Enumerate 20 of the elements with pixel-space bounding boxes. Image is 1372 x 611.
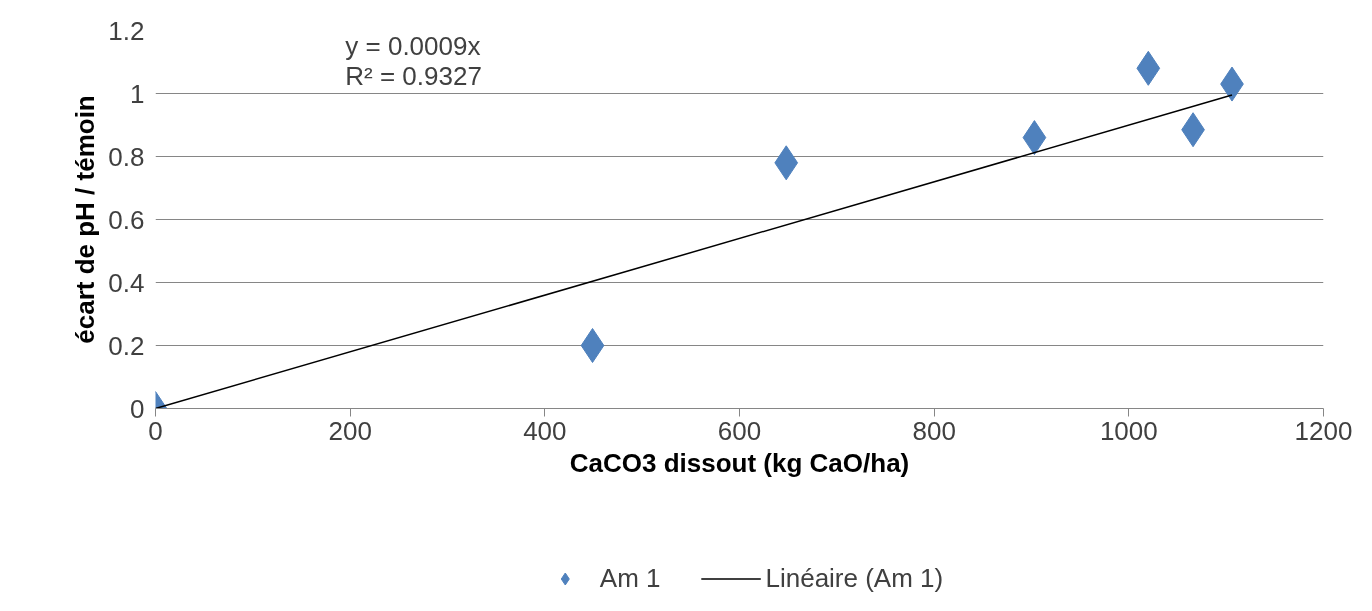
y-tick-label: 0.2 bbox=[108, 330, 145, 361]
y-tick-label: 0 bbox=[130, 393, 145, 424]
y-axis-title: écart de pH / témoin bbox=[70, 95, 101, 344]
y-tick-label: 0.6 bbox=[108, 204, 145, 235]
y-tick-label: 1.2 bbox=[108, 15, 145, 46]
x-tick-label: 200 bbox=[328, 415, 372, 446]
x-tick-label: 400 bbox=[523, 415, 567, 446]
annotation: y = 0.0009x bbox=[345, 31, 481, 62]
y-tick-label: 0.4 bbox=[108, 267, 145, 298]
legend-label: Am 1 bbox=[599, 562, 661, 594]
y-tick-label: 0.8 bbox=[108, 141, 145, 172]
x-tick-label: 600 bbox=[717, 415, 762, 446]
y-tick-label: 1 bbox=[130, 78, 145, 109]
annotation: R² = 0.9327 bbox=[345, 61, 482, 92]
x-tick-label: 1200 bbox=[1294, 415, 1353, 446]
x-tick-label: 1000 bbox=[1099, 415, 1158, 446]
point bbox=[580, 328, 605, 363]
x-axis-title: CaCO3 dissout (kg CaO/ha) bbox=[569, 447, 910, 478]
x-tick-label: 800 bbox=[912, 415, 956, 446]
legend-label: Linéaire (Am 1) bbox=[765, 562, 944, 594]
